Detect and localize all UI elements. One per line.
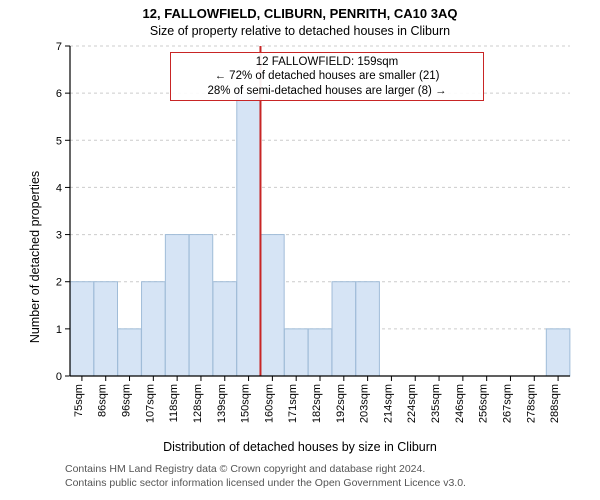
annotation-callout: 12 FALLOWFIELD: 159sqm ← 72% of detached… <box>170 52 484 101</box>
svg-text:278sqm: 278sqm <box>525 384 537 423</box>
svg-text:7: 7 <box>56 41 62 53</box>
svg-text:4: 4 <box>56 182 62 194</box>
svg-text:214sqm: 214sqm <box>382 384 394 423</box>
svg-text:0: 0 <box>56 371 62 383</box>
svg-text:107sqm: 107sqm <box>144 384 156 423</box>
svg-text:2: 2 <box>56 277 62 289</box>
svg-text:267sqm: 267sqm <box>501 384 513 423</box>
annotation-line-2: ← 72% of detached houses are smaller (21… <box>177 69 477 83</box>
svg-text:118sqm: 118sqm <box>168 384 180 422</box>
svg-text:139sqm: 139sqm <box>216 384 228 423</box>
svg-text:192sqm: 192sqm <box>335 384 347 423</box>
svg-text:235sqm: 235sqm <box>430 384 442 423</box>
svg-text:256sqm: 256sqm <box>478 384 490 423</box>
svg-text:3: 3 <box>56 230 62 242</box>
svg-text:128sqm: 128sqm <box>192 384 204 423</box>
svg-text:150sqm: 150sqm <box>240 384 252 423</box>
svg-text:246sqm: 246sqm <box>454 384 466 423</box>
svg-text:182sqm: 182sqm <box>311 384 323 423</box>
svg-text:75sqm: 75sqm <box>73 384 85 417</box>
svg-text:96sqm: 96sqm <box>121 384 133 417</box>
footnote-1: Contains HM Land Registry data © Crown c… <box>65 463 425 475</box>
annotation-line-3: 28% of semi-detached houses are larger (… <box>177 84 477 98</box>
svg-text:171sqm: 171sqm <box>287 384 299 423</box>
svg-text:6: 6 <box>56 88 62 100</box>
footnote-2: Contains public sector information licen… <box>65 477 466 489</box>
svg-text:224sqm: 224sqm <box>406 384 418 423</box>
annotation-line-1: 12 FALLOWFIELD: 159sqm <box>177 55 477 69</box>
svg-text:1: 1 <box>56 324 62 336</box>
svg-text:203sqm: 203sqm <box>359 384 371 423</box>
svg-text:5: 5 <box>56 135 62 147</box>
svg-text:288sqm: 288sqm <box>549 384 561 423</box>
svg-text:86sqm: 86sqm <box>97 384 109 417</box>
svg-text:160sqm: 160sqm <box>263 384 275 423</box>
